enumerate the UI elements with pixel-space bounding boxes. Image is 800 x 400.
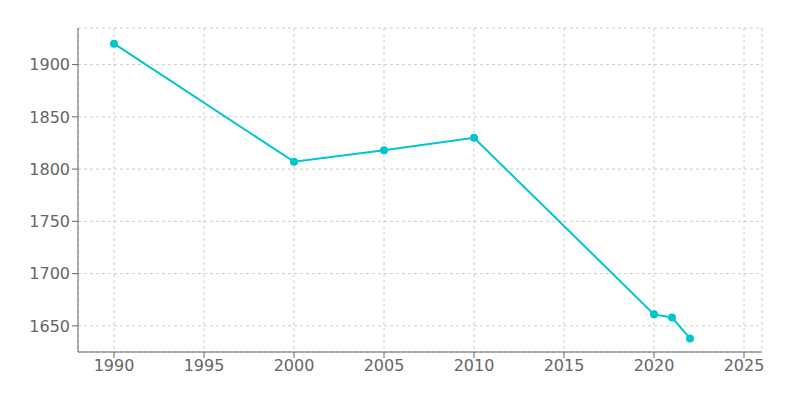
svg-text:2005: 2005 [364, 356, 405, 375]
svg-text:1750: 1750 [29, 212, 70, 231]
svg-text:1990: 1990 [94, 356, 135, 375]
svg-text:2020: 2020 [634, 356, 675, 375]
svg-text:1995: 1995 [184, 356, 225, 375]
svg-text:2025: 2025 [724, 356, 765, 375]
svg-text:2000: 2000 [274, 356, 315, 375]
svg-text:1700: 1700 [29, 264, 70, 283]
svg-text:2010: 2010 [454, 356, 495, 375]
svg-text:1850: 1850 [29, 108, 70, 127]
svg-text:2015: 2015 [544, 356, 585, 375]
svg-text:1650: 1650 [29, 317, 70, 336]
svg-text:1800: 1800 [29, 160, 70, 179]
svg-text:1900: 1900 [29, 55, 70, 74]
